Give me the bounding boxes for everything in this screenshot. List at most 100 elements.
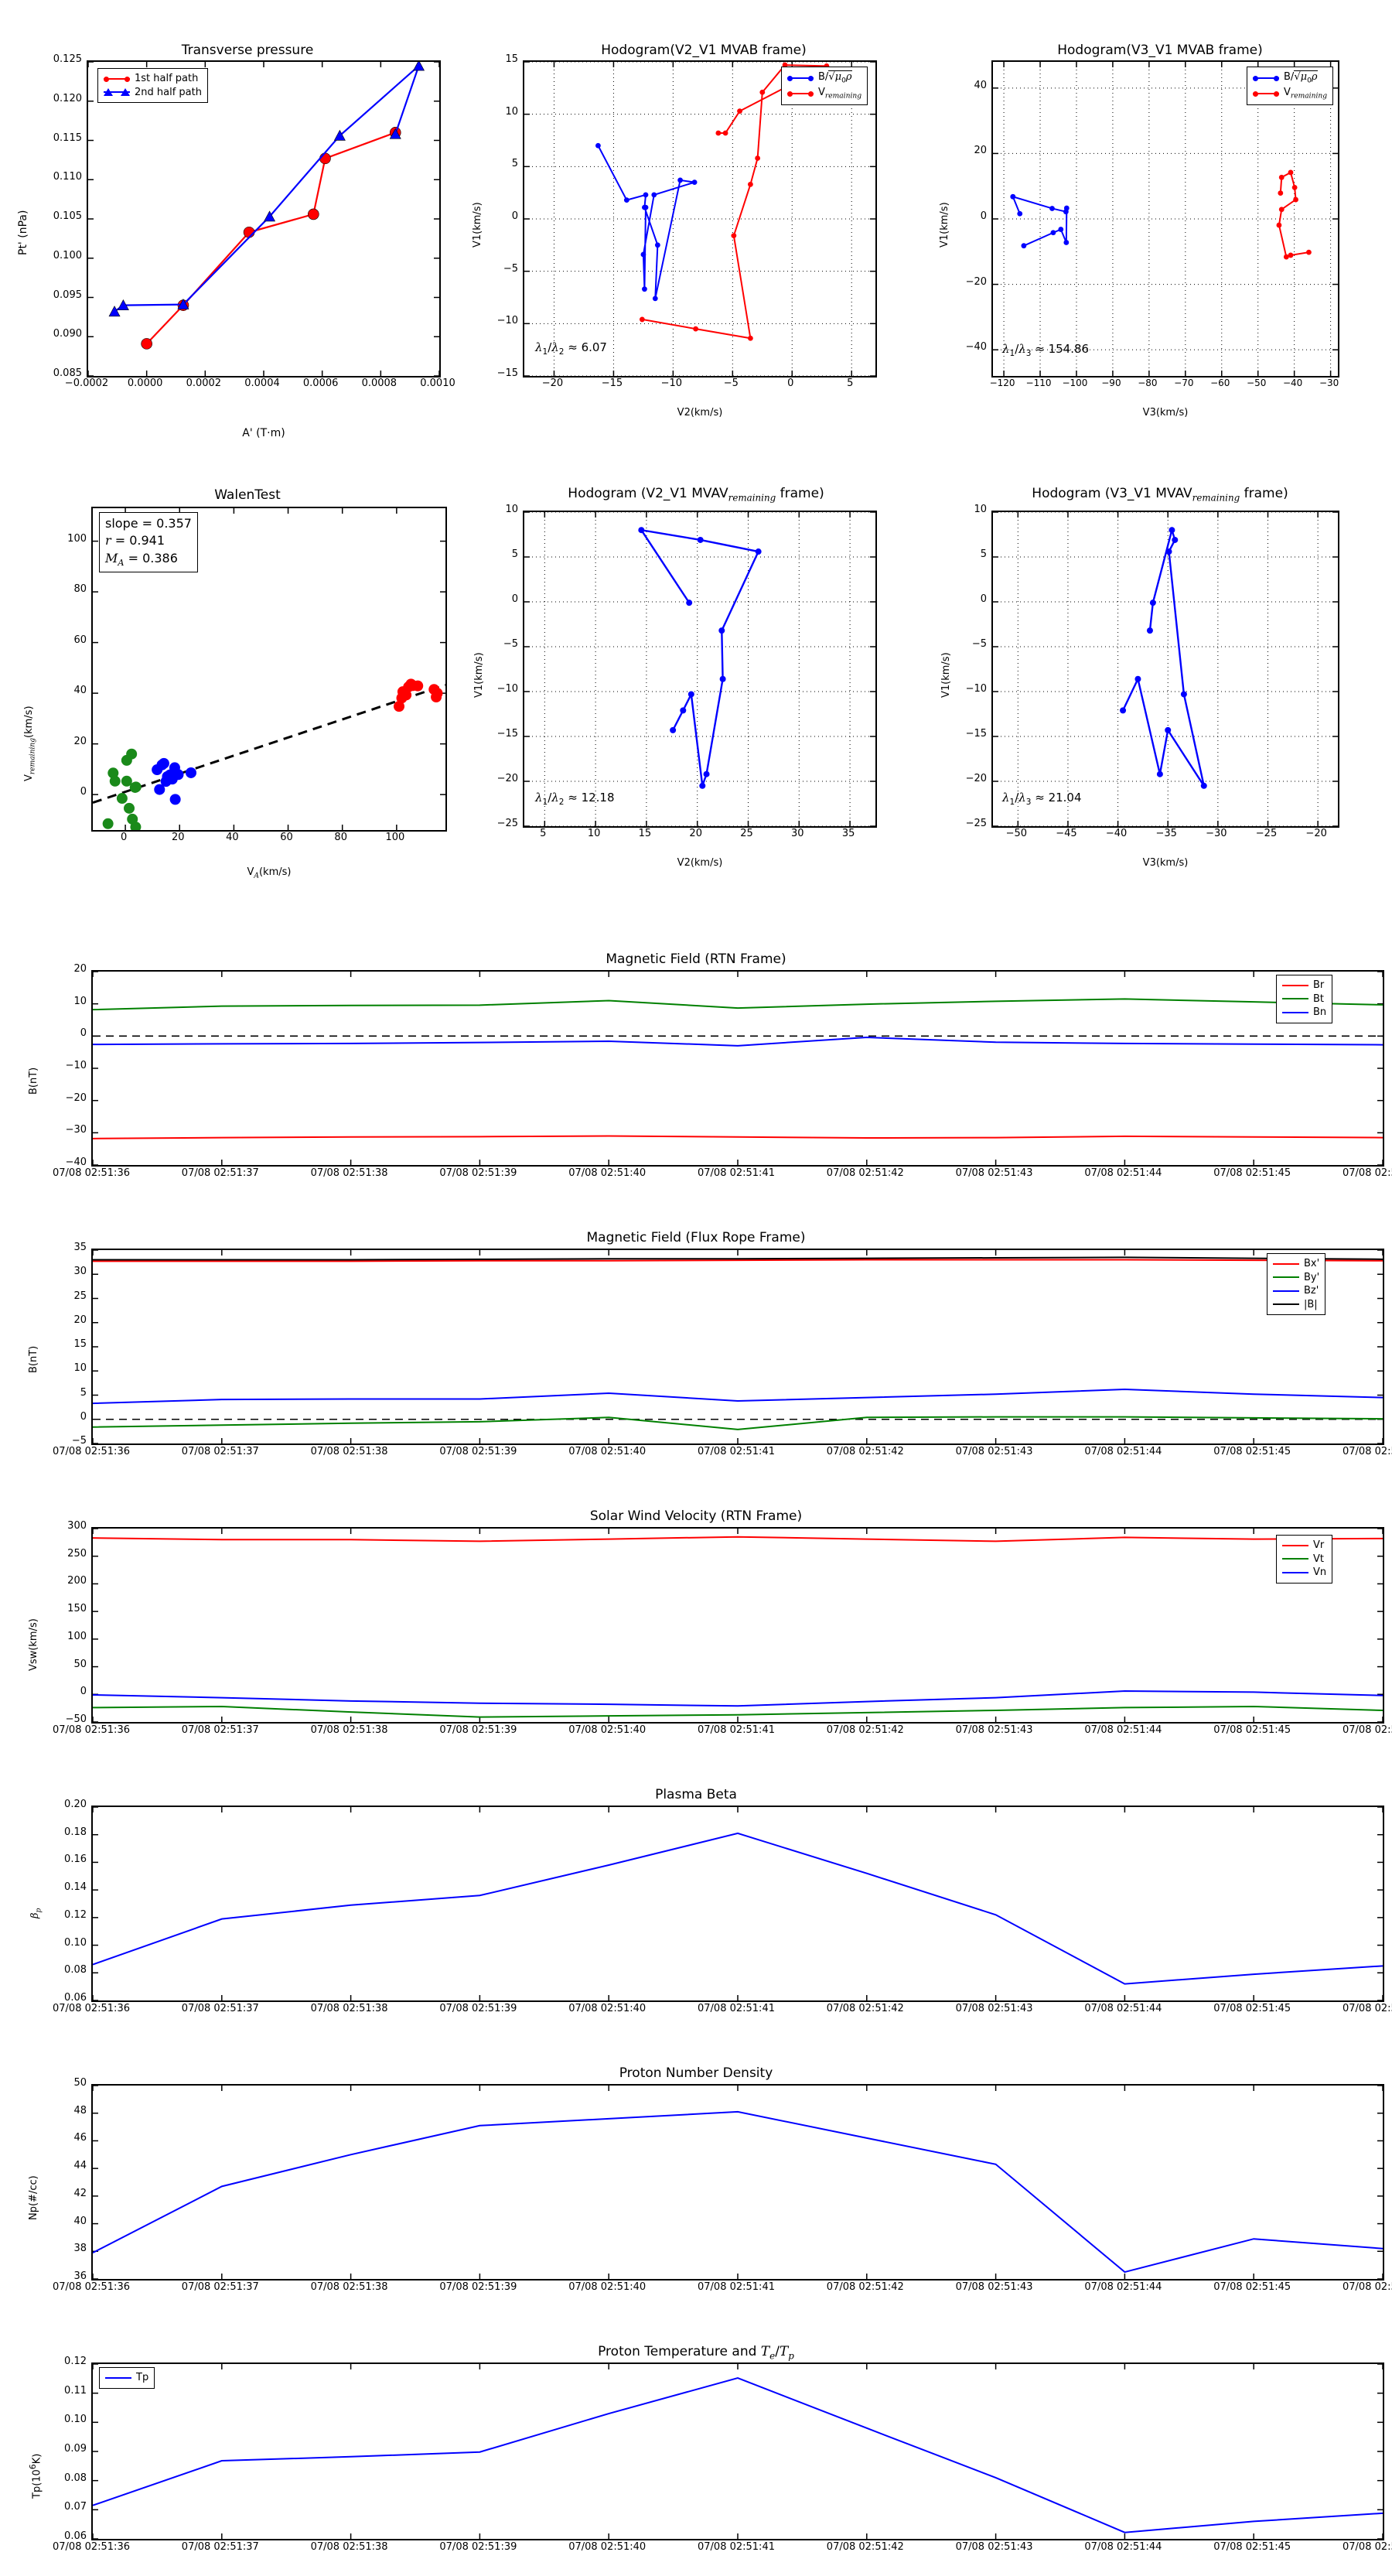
y-tick-label: 100 (67, 532, 87, 545)
legend-label-alfven: B/√μ0ρ (1284, 70, 1318, 85)
y-tick-label: 0 (80, 1027, 87, 1040)
x-tick-label: 80 (334, 832, 347, 843)
y-tick-label: 0.08 (64, 2472, 87, 2484)
legend-item-bmag: |B| (1273, 1298, 1319, 1312)
y-tick-label: 5 (80, 1386, 87, 1399)
y-tick-label: 15 (505, 53, 518, 65)
stat-r: r = 0.941 (105, 533, 165, 548)
panel-title: Magnetic Field (Flux Rope Frame) (586, 1230, 806, 1245)
y-tick-label: 0.07 (64, 2501, 87, 2513)
time-tick-label: 07/08 02:51:46 (1343, 2281, 1392, 2293)
y-tick-label: 150 (67, 1603, 87, 1615)
legend-item-tp: Tp (105, 2371, 148, 2385)
y-tick-label: −20 (965, 275, 987, 288)
legend-item-2nd-half: 2nd half path (104, 86, 202, 100)
x-axis-label: V2(km/s) (677, 857, 723, 869)
x-tick-label: −90 (1101, 378, 1121, 388)
plot-area (91, 2362, 1384, 2540)
y-tick-label: 0 (980, 593, 987, 605)
x-tick-label: 0.0010 (420, 378, 455, 389)
time-tick-label: 07/08 02:51:45 (1213, 2541, 1291, 2553)
legend-item-bt: Bt (1282, 992, 1326, 1006)
y-tick-label: 10 (505, 105, 518, 118)
time-tick-label: 07/08 02:51:37 (181, 2541, 259, 2553)
x-tick-label: 20 (171, 832, 185, 843)
x-tick-label: 0 (787, 378, 794, 389)
y-tick-label: −25 (496, 818, 518, 829)
time-tick-label: 07/08 02:51:43 (955, 2281, 1033, 2293)
x-tick-label: −50 (1247, 378, 1267, 388)
time-tick-label: 07/08 02:51:45 (1213, 1724, 1291, 1736)
y-tick-label: 10 (505, 504, 518, 515)
y-tick-label: 0.14 (64, 1881, 87, 1894)
legend-label-alfven: B/√μ0ρ (818, 70, 852, 85)
legend-item-br: Br (1282, 979, 1326, 992)
time-tick-label: 07/08 02:51:37 (181, 2003, 259, 2014)
x-tick-label: 0.0002 (186, 378, 222, 389)
legend-item-alfven: B/√μ0ρ (1253, 70, 1327, 86)
x-tick-label: 25 (740, 828, 753, 839)
y-tick-label: 46 (73, 2132, 87, 2144)
x-tick-label: −30 (1319, 378, 1339, 388)
x-axis-label: A' (T·m) (242, 427, 285, 439)
y-tick-label: 10 (73, 995, 87, 1007)
y-tick-label: 0.120 (53, 92, 82, 104)
x-tick-label: −5 (723, 378, 739, 389)
panel-hodogram-v2v1-mvab: Hodogram(V2_V1 MVAB frame) V1(km/s) V2(k… (464, 0, 928, 433)
y-tick-label: 0 (80, 1686, 87, 1698)
plot-area (91, 1527, 1384, 1724)
x-tick-label: 5 (540, 828, 547, 839)
y-tick-label: 0.11 (64, 2384, 87, 2397)
legend-label-vremaining: Vremaining (1284, 86, 1328, 101)
plot-area (523, 511, 877, 828)
plot-area (991, 511, 1339, 828)
x-tick-label: −10 (660, 378, 683, 389)
y-tick-label: 25 (73, 1290, 87, 1302)
y-tick-label: −25 (965, 818, 987, 829)
y-tick-label: 10 (974, 504, 987, 515)
y-tick-label: 40 (73, 685, 87, 697)
plot-area (991, 60, 1339, 378)
time-tick-label: 07/08 02:51:37 (181, 2281, 259, 2293)
y-tick-label: 0.06 (64, 1992, 87, 2004)
time-tick-label: 07/08 02:51:37 (181, 1446, 259, 1457)
legend-item-vr: Vr (1282, 1539, 1326, 1553)
legend: B/√μ0ρ Vremaining (781, 67, 868, 105)
time-tick-label: 07/08 02:51:39 (439, 1446, 517, 1457)
time-tick-label: 07/08 02:51:37 (181, 1724, 259, 1736)
time-tick-label: 07/08 02:51:44 (1084, 1446, 1162, 1457)
y-tick-label: 0.100 (53, 249, 82, 261)
y-tick-label: 0 (980, 210, 987, 222)
y-tick-label: 0.12 (64, 2356, 87, 2367)
y-tick-label: −5 (71, 1435, 87, 1447)
x-tick-label: 100 (385, 832, 405, 843)
y-tick-label: 40 (974, 79, 987, 91)
x-tick-label: −50 (1005, 828, 1028, 839)
time-tick-label: 07/08 02:51:36 (53, 2003, 130, 2014)
time-tick-label: 07/08 02:51:40 (568, 2003, 647, 2014)
time-tick-label: 07/08 02:51:39 (439, 2541, 517, 2553)
panel-proton-number-density: Proton Number Density Np(#/cc) 07/08 02:… (0, 2065, 1392, 2313)
eigenvalue-ratio-annotation: λ1/λ2 ≈ λ1/λ2 ≈ 6.076.07 (535, 340, 607, 357)
y-tick-label: −20 (496, 773, 518, 784)
panel-magnetic-field-rtn: Magnetic Field (RTN Frame) B(nT) Br Bt B… (0, 951, 1392, 1199)
time-tick-label: 07/08 02:51:41 (698, 2281, 775, 2293)
legend-item-by: By' (1273, 1271, 1319, 1285)
panel-title: Proton Number Density (619, 2065, 773, 2081)
walen-stats-box: slope = 0.357 r = 0.941 MA = 0.386 (99, 512, 198, 572)
legend: Br Bt Bn (1276, 975, 1333, 1023)
legend: Bx' By' Bz' |B| (1267, 1253, 1326, 1316)
time-tick-label: 07/08 02:51:45 (1213, 2003, 1291, 2014)
panel-hodogram-v2v1-mvavr: Hodogram (V2_V1 MVAVremaining frame) V1(… (464, 449, 928, 897)
x-tick-label: −80 (1138, 378, 1158, 388)
time-tick-label: 07/08 02:51:46 (1343, 1446, 1392, 1457)
y-tick-label: 0.12 (64, 1908, 87, 1921)
x-tick-label: −70 (1174, 378, 1194, 388)
legend-item-1st-half: 1st half path (104, 72, 202, 86)
time-tick-label: 07/08 02:51:36 (53, 1446, 130, 1457)
plot-area (91, 1249, 1384, 1445)
time-tick-label: 07/08 02:51:46 (1343, 1167, 1392, 1179)
y-tick-label: 100 (67, 1630, 87, 1642)
y-tick-label: −20 (965, 773, 987, 784)
y-tick-label: 0 (511, 210, 518, 222)
